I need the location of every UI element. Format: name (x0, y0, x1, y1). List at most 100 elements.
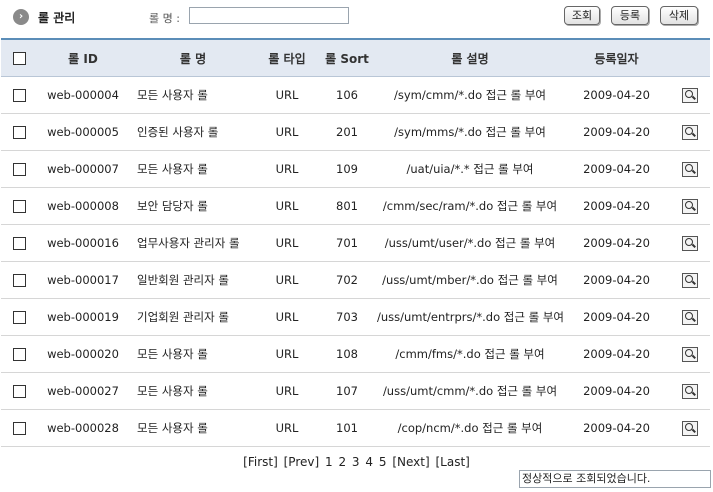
role-type-cell: URL (257, 261, 317, 299)
detail-cell (670, 150, 710, 188)
magnifier-icon[interactable] (682, 161, 698, 177)
role-name-cell: 모든 사용자 롤 (129, 76, 257, 114)
page-number-link[interactable]: 2 (338, 455, 347, 469)
role-name-search-input[interactable] (189, 7, 349, 24)
role-name-cell: 모든 사용자 롤 (129, 409, 257, 447)
detail-cell (670, 76, 710, 114)
row-select-cell (1, 298, 37, 336)
arrow-circle-icon: › (13, 9, 29, 25)
role-id-cell: web-000005 (37, 113, 129, 151)
role-type-cell: URL (257, 372, 317, 410)
reg-date-cell: 2009-04-20 (563, 76, 670, 114)
row-select-cell (1, 187, 37, 225)
row-checkbox[interactable] (12, 311, 26, 324)
table-row: web-000028 모든 사용자 롤 URL 101/cop/ncm/*.do 접근… (1, 409, 710, 447)
role-type-cell: URL (257, 76, 317, 114)
reg-date-cell: 2009-04-20 (563, 409, 670, 447)
row-select-cell (1, 335, 37, 373)
reg-date-cell: 2009-04-20 (563, 298, 670, 336)
row-checkbox[interactable] (12, 422, 26, 435)
row-checkbox[interactable] (12, 89, 26, 102)
role-id-cell: web-000004 (37, 76, 129, 114)
reg-date-cell: 2009-04-20 (563, 261, 670, 299)
role-sort-cell: 201 (317, 113, 377, 151)
magnifier-icon[interactable] (682, 383, 698, 399)
magnifier-icon[interactable] (682, 346, 698, 362)
page-title: 롤 관리 (38, 11, 76, 25)
role-id-cell: web-000016 (37, 224, 129, 262)
detail-cell (670, 187, 710, 225)
role-desc-cell: /cmm/fms/*.do 접근 롤 부여 (377, 335, 563, 373)
role-name-cell: 기업회원 관리자 롤 (129, 298, 257, 336)
role-desc-cell: /sym/cmm/*.do 접근 롤 부여 (377, 76, 563, 114)
magnifier-icon[interactable] (682, 309, 698, 325)
row-checkbox[interactable] (12, 200, 26, 213)
page-number-link[interactable]: 4 (365, 455, 374, 469)
role-sort-cell: 703 (317, 298, 377, 336)
select-all-checkbox[interactable] (12, 52, 26, 65)
column-header-role-name: 롤 명 (129, 38, 257, 77)
page-first-link[interactable]: [First] (243, 455, 278, 469)
role-name-cell: 모든 사용자 롤 (129, 372, 257, 410)
page-last-link[interactable]: [Last] (435, 455, 470, 469)
row-select-cell (1, 409, 37, 447)
row-select-cell (1, 261, 37, 299)
page-number-link[interactable]: 5 (378, 455, 387, 469)
page-prev-link[interactable]: [Prev] (283, 455, 320, 469)
column-header-role-id: 롤 ID (37, 38, 129, 77)
table-row: web-000004 모든 사용자 롤 URL 106/sym/cmm/*.do 접근… (1, 76, 710, 114)
column-header-role-desc: 롤 설명 (377, 38, 563, 77)
detail-cell (670, 335, 710, 373)
row-checkbox[interactable] (12, 274, 26, 287)
role-type-cell: URL (257, 409, 317, 447)
role-desc-cell: /sym/mms/*.do 접근 롤 부여 (377, 113, 563, 151)
reg-date-cell: 2009-04-20 (563, 372, 670, 410)
role-sort-cell: 701 (317, 224, 377, 262)
role-sort-cell: 702 (317, 261, 377, 299)
magnifier-icon[interactable] (682, 87, 698, 103)
magnifier-icon[interactable] (682, 198, 698, 214)
table-row: web-000005 인증된 사용자 롤 URL 201/sym/mms/*.do 접… (1, 113, 710, 151)
row-checkbox[interactable] (12, 163, 26, 176)
role-id-cell: web-000019 (37, 298, 129, 336)
role-id-cell: web-000027 (37, 372, 129, 410)
detail-cell (670, 261, 710, 299)
role-sort-cell: 109 (317, 150, 377, 188)
row-checkbox[interactable] (12, 385, 26, 398)
search-button[interactable]: 조회 (564, 6, 600, 25)
role-sort-cell: 106 (317, 76, 377, 114)
page-number-link[interactable]: 3 (351, 455, 360, 469)
magnifier-icon[interactable] (682, 272, 698, 288)
row-select-cell (1, 150, 37, 188)
row-checkbox[interactable] (12, 348, 26, 361)
role-id-cell: web-000007 (37, 150, 129, 188)
role-type-cell: URL (257, 113, 317, 151)
role-type-cell: URL (257, 224, 317, 262)
column-header-detail (670, 38, 710, 77)
magnifier-icon[interactable] (682, 235, 698, 251)
role-name-cell: 일반회원 관리자 롤 (129, 261, 257, 299)
delete-button[interactable]: 삭제 (660, 6, 698, 25)
row-checkbox[interactable] (12, 126, 26, 139)
page-next-link[interactable]: [Next] (392, 455, 430, 469)
role-type-cell: URL (257, 298, 317, 336)
row-checkbox[interactable] (12, 237, 26, 250)
role-desc-cell: /uss/umt/mber/*.do 접근 롤 부여 (377, 261, 563, 299)
row-select-cell (1, 224, 37, 262)
role-desc-cell: /cop/ncm/*.do 접근 롤 부여 (377, 409, 563, 447)
page-number-link[interactable]: 1 (324, 455, 333, 469)
role-type-cell: URL (257, 335, 317, 373)
magnifier-icon[interactable] (682, 420, 698, 436)
role-sort-cell: 101 (317, 409, 377, 447)
detail-cell (670, 372, 710, 410)
register-button[interactable]: 등록 (611, 6, 649, 25)
role-name-cell: 업무사용자 관리자 롤 (129, 224, 257, 262)
detail-cell (670, 113, 710, 151)
role-sort-cell: 801 (317, 187, 377, 225)
table-row: web-000027 모든 사용자 롤 URL 107/uss/umt/cmm/*.d… (1, 372, 710, 410)
role-table: 롤 ID 롤 명 롤 타입 롤 Sort 롤 설명 등록일자 web-00000… (1, 38, 710, 447)
magnifier-icon[interactable] (682, 124, 698, 140)
role-name-cell: 모든 사용자 롤 (129, 150, 257, 188)
column-header-role-type: 롤 타입 (257, 38, 317, 77)
role-desc-cell: /uss/umt/user/*.do 접근 롤 부여 (377, 224, 563, 262)
